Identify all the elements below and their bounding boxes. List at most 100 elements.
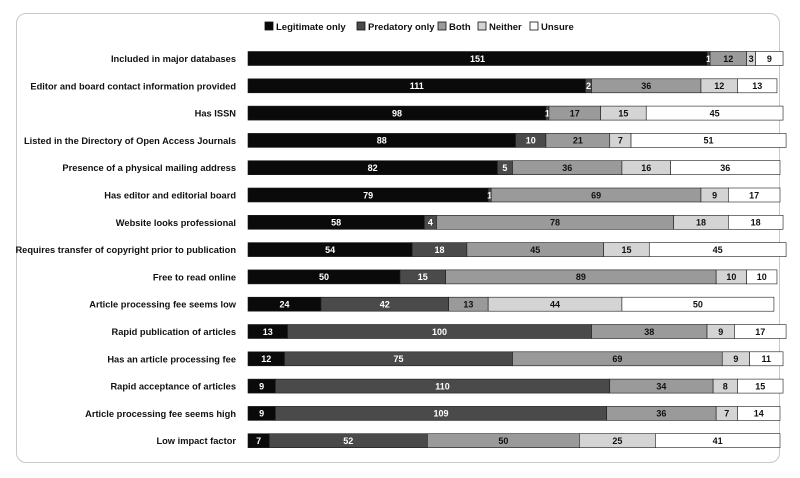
- data-label-both: 36: [641, 81, 651, 91]
- data-label-unsure: 41: [713, 436, 723, 446]
- legend-swatch-unsure: [529, 21, 539, 31]
- data-label-neither: 12: [714, 81, 724, 91]
- data-label-legitimate-only: 50: [319, 272, 329, 282]
- bar-segment-unsure: [746, 269, 778, 285]
- data-label-legitimate-only: 7: [256, 436, 261, 446]
- data-label-neither: 15: [621, 245, 631, 255]
- data-label-neither: 9: [718, 327, 723, 337]
- data-label-both: 21: [573, 136, 583, 146]
- data-label-predatory-only: 5: [502, 163, 507, 173]
- data-label-neither: 3: [749, 54, 754, 64]
- data-label-predatory-only: 42: [380, 300, 390, 310]
- data-label-legitimate-only: 151: [470, 54, 485, 64]
- data-label-unsure: 17: [749, 190, 759, 200]
- data-label-unsure: 50: [693, 300, 703, 310]
- category-label: Website looks professional: [116, 218, 236, 228]
- bar-segment-unsure: [621, 296, 775, 312]
- legend-swatch-legitimate-only: [264, 21, 274, 31]
- data-label-unsure: 15: [755, 381, 765, 391]
- data-label-legitimate-only: 12: [261, 354, 271, 364]
- data-label-legitimate-only: 54: [325, 245, 335, 255]
- data-label-both: 69: [591, 190, 601, 200]
- data-label-unsure: 17: [755, 327, 765, 337]
- category-label: Has an article processing fee: [107, 354, 236, 364]
- legend-swatch-neither: [477, 21, 487, 31]
- data-label-legitimate-only: 24: [279, 300, 289, 310]
- category-label: Included in major databases: [111, 54, 236, 64]
- data-label-neither: 7: [724, 409, 729, 419]
- data-label-predatory-only: 1: [706, 54, 711, 64]
- data-label-both: 34: [656, 381, 666, 391]
- data-label-legitimate-only: 58: [331, 218, 341, 228]
- data-label-predatory-only: 2: [586, 81, 591, 91]
- data-label-both: 50: [498, 436, 508, 446]
- category-label: Rapid acceptance of articles: [110, 382, 236, 392]
- data-label-legitimate-only: 82: [368, 163, 378, 173]
- data-label-unsure: 51: [704, 136, 714, 146]
- data-label-neither: 9: [733, 354, 738, 364]
- data-label-legitimate-only: 79: [363, 190, 373, 200]
- data-label-predatory-only: 15: [418, 272, 428, 282]
- data-label-predatory-only: 52: [343, 436, 353, 446]
- bar-segment-unsure: [728, 187, 781, 203]
- legend-swatch-predatory-only: [356, 21, 366, 31]
- bar-segment-unsure: [755, 51, 784, 66]
- data-label-neither: 15: [618, 108, 628, 118]
- data-label-predatory-only: 10: [526, 136, 536, 146]
- bar-segment-unsure: [734, 324, 787, 339]
- data-label-neither: 8: [723, 381, 728, 391]
- data-label-both: 45: [530, 245, 540, 255]
- category-label: Rapid publication of articles: [112, 327, 237, 337]
- data-label-neither: 10: [726, 272, 736, 282]
- data-label-unsure: 45: [713, 245, 723, 255]
- data-label-unsure: 13: [752, 81, 762, 91]
- bar-segment-unsure: [737, 78, 778, 94]
- data-label-legitimate-only: 9: [259, 381, 264, 391]
- bar-segment-unsure: [728, 215, 784, 230]
- category-label: Low impact factor: [156, 436, 236, 446]
- data-label-predatory-only: 110: [435, 381, 450, 391]
- data-label-legitimate-only: 88: [377, 136, 387, 146]
- data-label-neither: 7: [618, 136, 623, 146]
- legend-label-neither: Neither: [489, 22, 522, 33]
- legend-swatch-both: [437, 21, 447, 31]
- data-label-both: 17: [570, 108, 580, 118]
- category-label: Presence of a physical mailing address: [62, 163, 236, 173]
- data-label-predatory-only: 4: [428, 218, 433, 228]
- bar-segment-unsure: [655, 433, 781, 449]
- data-label-predatory-only: 75: [393, 354, 403, 364]
- data-label-legitimate-only: 111: [410, 81, 424, 91]
- category-label: Editor and board contact information pro…: [30, 81, 236, 91]
- bar-segment-unsure: [670, 160, 781, 175]
- data-label-unsure: 9: [767, 54, 772, 64]
- data-label-neither: 16: [641, 163, 651, 173]
- data-label-neither: 9: [712, 190, 717, 200]
- data-label-predatory-only: 1: [545, 108, 550, 118]
- data-label-unsure: 45: [710, 108, 720, 118]
- bar-segment-unsure: [648, 242, 787, 257]
- data-label-predatory-only: 109: [434, 409, 449, 419]
- legend-label-predatory-only: Predatory only: [368, 22, 435, 33]
- data-label-predatory-only: 1: [487, 190, 492, 200]
- bar-segment-unsure: [645, 105, 784, 121]
- data-label-unsure: 36: [720, 163, 730, 173]
- legend-label-legitimate-only: Legitimate only: [276, 22, 346, 33]
- data-label-unsure: 14: [754, 409, 764, 419]
- legend-label-both: Both: [449, 22, 471, 33]
- data-label-both: 13: [463, 300, 473, 310]
- bar-segment-unsure: [630, 133, 787, 148]
- data-label-unsure: 11: [762, 354, 772, 364]
- data-label-both: 69: [612, 354, 622, 364]
- category-label: Requires transfer of copyright prior to …: [15, 245, 236, 255]
- category-label: Listed in the Directory of Open Access J…: [24, 136, 236, 146]
- data-label-neither: 44: [550, 300, 560, 310]
- data-label-both: 12: [723, 54, 733, 64]
- data-label-legitimate-only: 98: [392, 108, 402, 118]
- data-label-legitimate-only: 13: [263, 327, 273, 337]
- category-label: Has ISSN: [195, 109, 237, 119]
- data-label-unsure: 18: [751, 218, 761, 228]
- category-label: Article processing fee seems low: [89, 300, 237, 310]
- legend-label-unsure: Unsure: [541, 22, 574, 33]
- data-label-predatory-only: 100: [432, 327, 447, 337]
